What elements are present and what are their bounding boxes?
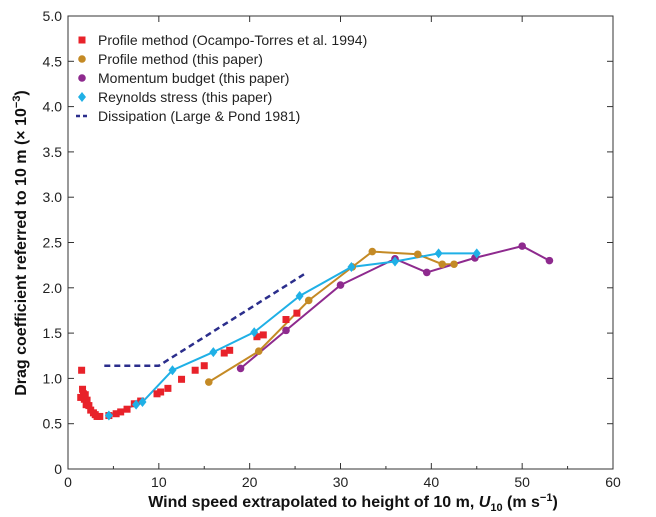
- y-tick-label: 3.5: [43, 144, 63, 160]
- y-tick-label: 2.0: [43, 280, 63, 296]
- y-tick-label: 4.5: [43, 53, 63, 69]
- series-0-point: [200, 362, 208, 370]
- series-0-point: [259, 331, 267, 339]
- y-axis-label: Drag coefficient referred to 10 m (× 10−…: [11, 90, 30, 396]
- series-2-point: [236, 364, 245, 373]
- legend-entry-2: Momentum budget (this paper): [98, 70, 289, 86]
- series-0-point: [253, 333, 261, 341]
- series-0-point: [191, 366, 199, 374]
- y-tick-label: 4.0: [43, 99, 63, 115]
- series-0-point: [96, 412, 104, 420]
- x-axis-label-unit-close: ): [552, 494, 557, 511]
- legend-entry-1: Profile method (this paper): [98, 51, 263, 67]
- x-tick-label: 0: [64, 474, 72, 490]
- series-3-point: [250, 327, 259, 338]
- series-1-point: [204, 378, 213, 386]
- series-1-line: [208, 250, 454, 383]
- x-axis: 0 10 20 30 40 50 60: [64, 16, 621, 490]
- series-3-point: [434, 248, 443, 259]
- series-3-point: [295, 290, 304, 301]
- y-axis-label-close: ): [13, 90, 30, 95]
- y-tick-label: 3.0: [43, 189, 63, 205]
- series-1-point: [438, 260, 447, 269]
- series-0-point: [78, 366, 86, 374]
- series-0-point: [157, 388, 165, 396]
- series-3-point: [132, 399, 141, 410]
- y-tick-label: 1.0: [43, 370, 63, 386]
- series-1-point: [450, 260, 458, 269]
- series-3-point: [104, 410, 113, 421]
- series-2-line: [239, 245, 550, 370]
- series-2-point: [545, 256, 554, 265]
- series-3-point: [138, 396, 147, 407]
- series-3-point: [472, 248, 481, 259]
- legend-swatch-1: [78, 55, 86, 63]
- series-0-point: [85, 402, 93, 410]
- legend-entry-0: Profile method (Ocampo-Torres et al. 199…: [98, 32, 367, 48]
- legend-swatch-2: [78, 74, 86, 82]
- series-0-point: [77, 393, 85, 401]
- series-0-point: [112, 410, 120, 418]
- series-0-point: [282, 316, 290, 324]
- legend-entry-4: Dissipation (Large & Pond 1981): [98, 108, 300, 124]
- series-0-point: [226, 346, 234, 354]
- x-tick-label: 40: [424, 474, 440, 490]
- x-tick-label: 30: [333, 474, 349, 490]
- series-4-line: [104, 273, 305, 367]
- series-0-point: [81, 391, 89, 399]
- series-3-point: [391, 256, 399, 267]
- series-0-point: [153, 390, 161, 398]
- series-2-point: [422, 268, 431, 277]
- legend: Profile method (Ocampo-Torres et al. 199…: [76, 32, 367, 124]
- series-0-point: [123, 405, 131, 413]
- y-axis: 0 0.5 1.0 1.5 2.0 2.5 3.0 3.5 4.0 4.5 5.0: [43, 8, 613, 477]
- x-axis-label-unit: (m s: [503, 494, 540, 511]
- series-0-point: [117, 408, 125, 416]
- x-tick-label: 50: [514, 474, 530, 490]
- y-tick-label: 5.0: [43, 8, 63, 24]
- series-0-point: [178, 375, 186, 383]
- series-0-point: [293, 309, 301, 317]
- x-tick-label: 60: [605, 474, 621, 490]
- series-markers: [77, 242, 554, 421]
- series-1-point: [304, 296, 313, 305]
- series-2-point: [282, 326, 290, 335]
- x-axis-label-sub: 10: [490, 502, 502, 514]
- x-tick-label: 20: [242, 474, 258, 490]
- series-1-point: [413, 250, 422, 259]
- series-2-point: [518, 242, 526, 250]
- y-tick-label: 1.5: [43, 325, 63, 341]
- y-axis-label-exp: −3: [11, 96, 23, 109]
- legend-swatch-0: [78, 36, 86, 44]
- series-0-point: [164, 384, 172, 392]
- series-3-point: [347, 261, 356, 272]
- series-1-point: [254, 347, 263, 356]
- legend-entry-3: Reynolds stress (this paper): [98, 89, 272, 105]
- x-axis-label-var: U: [479, 494, 491, 511]
- series-3-point: [168, 365, 177, 376]
- x-axis-label-main: Wind speed extrapolated to height of 10 …: [148, 494, 479, 511]
- series-3-point: [209, 347, 218, 358]
- series-0-point: [79, 385, 87, 393]
- y-tick-label: 0.5: [43, 416, 63, 432]
- series-0-point: [83, 396, 91, 404]
- series-0-point: [220, 349, 228, 357]
- legend-swatch-3: [78, 92, 86, 102]
- y-axis-label-main: Drag coefficient referred to 10 m (× 10: [13, 108, 30, 396]
- y-tick-label: 2.5: [43, 235, 63, 251]
- x-axis-label: Wind speed extrapolated to height of 10 …: [148, 492, 558, 514]
- series-1-point: [368, 247, 377, 256]
- x-axis-label-unit-exp: −1: [540, 492, 553, 504]
- y-tick-label: 0: [54, 461, 62, 477]
- x-tick-label: 10: [151, 474, 167, 490]
- series-2-point: [336, 281, 345, 289]
